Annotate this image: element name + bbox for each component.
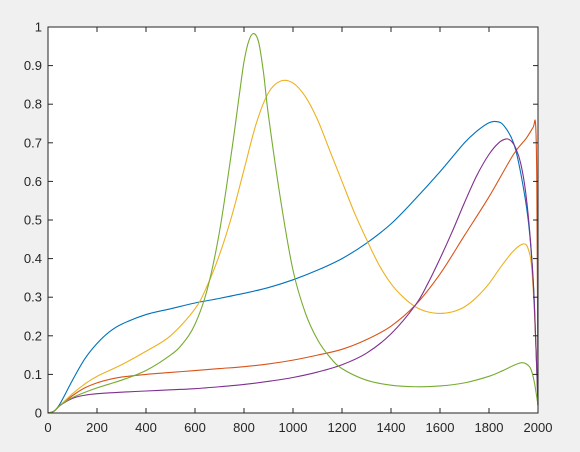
axes-background: [48, 27, 538, 413]
y-tick-label: 0: [35, 406, 42, 421]
y-tick-label: 0.8: [24, 97, 42, 112]
x-tick-label: 200: [86, 420, 108, 435]
y-tick-label: 0.5: [24, 213, 42, 228]
y-ticks: 0 0.1 0.2 0.3 0.4 0.5 0.6 0.7 0.8 0.9 1: [24, 20, 538, 421]
series-line-5: [47, 33, 539, 414]
x-tick-label: 800: [233, 420, 255, 435]
x-tick-label: 1600: [426, 420, 455, 435]
x-tick-label: 2000: [524, 420, 553, 435]
series-line-3: [47, 79, 539, 414]
y-tick-label: 1: [35, 20, 42, 35]
x-tick-label: 400: [135, 420, 157, 435]
y-tick-label: 0.9: [24, 58, 42, 73]
x-tick-label: 0: [44, 420, 51, 435]
x-ticks: 0 200 400 600 800 1000 1200 1400 1600 1800 2000: [44, 27, 552, 435]
y-tick-label: 0.4: [24, 251, 42, 266]
x-tick-label: 1800: [475, 420, 504, 435]
x-tick-label: 1400: [377, 420, 406, 435]
y-tick-label: 0.3: [24, 290, 42, 305]
y-tick-label: 0.2: [24, 328, 42, 343]
series-line-2: [47, 119, 539, 414]
series-line-1: [47, 120, 539, 414]
plot-lines: [47, 33, 539, 414]
y-tick-label: 0.6: [24, 174, 42, 189]
x-tick-label: 1000: [279, 420, 308, 435]
x-tick-label: 600: [184, 420, 206, 435]
series-line-4: [47, 138, 539, 414]
y-tick-label: 0.7: [24, 135, 42, 150]
x-tick-label: 1200: [328, 420, 357, 435]
y-tick-label: 0.1: [24, 367, 42, 382]
